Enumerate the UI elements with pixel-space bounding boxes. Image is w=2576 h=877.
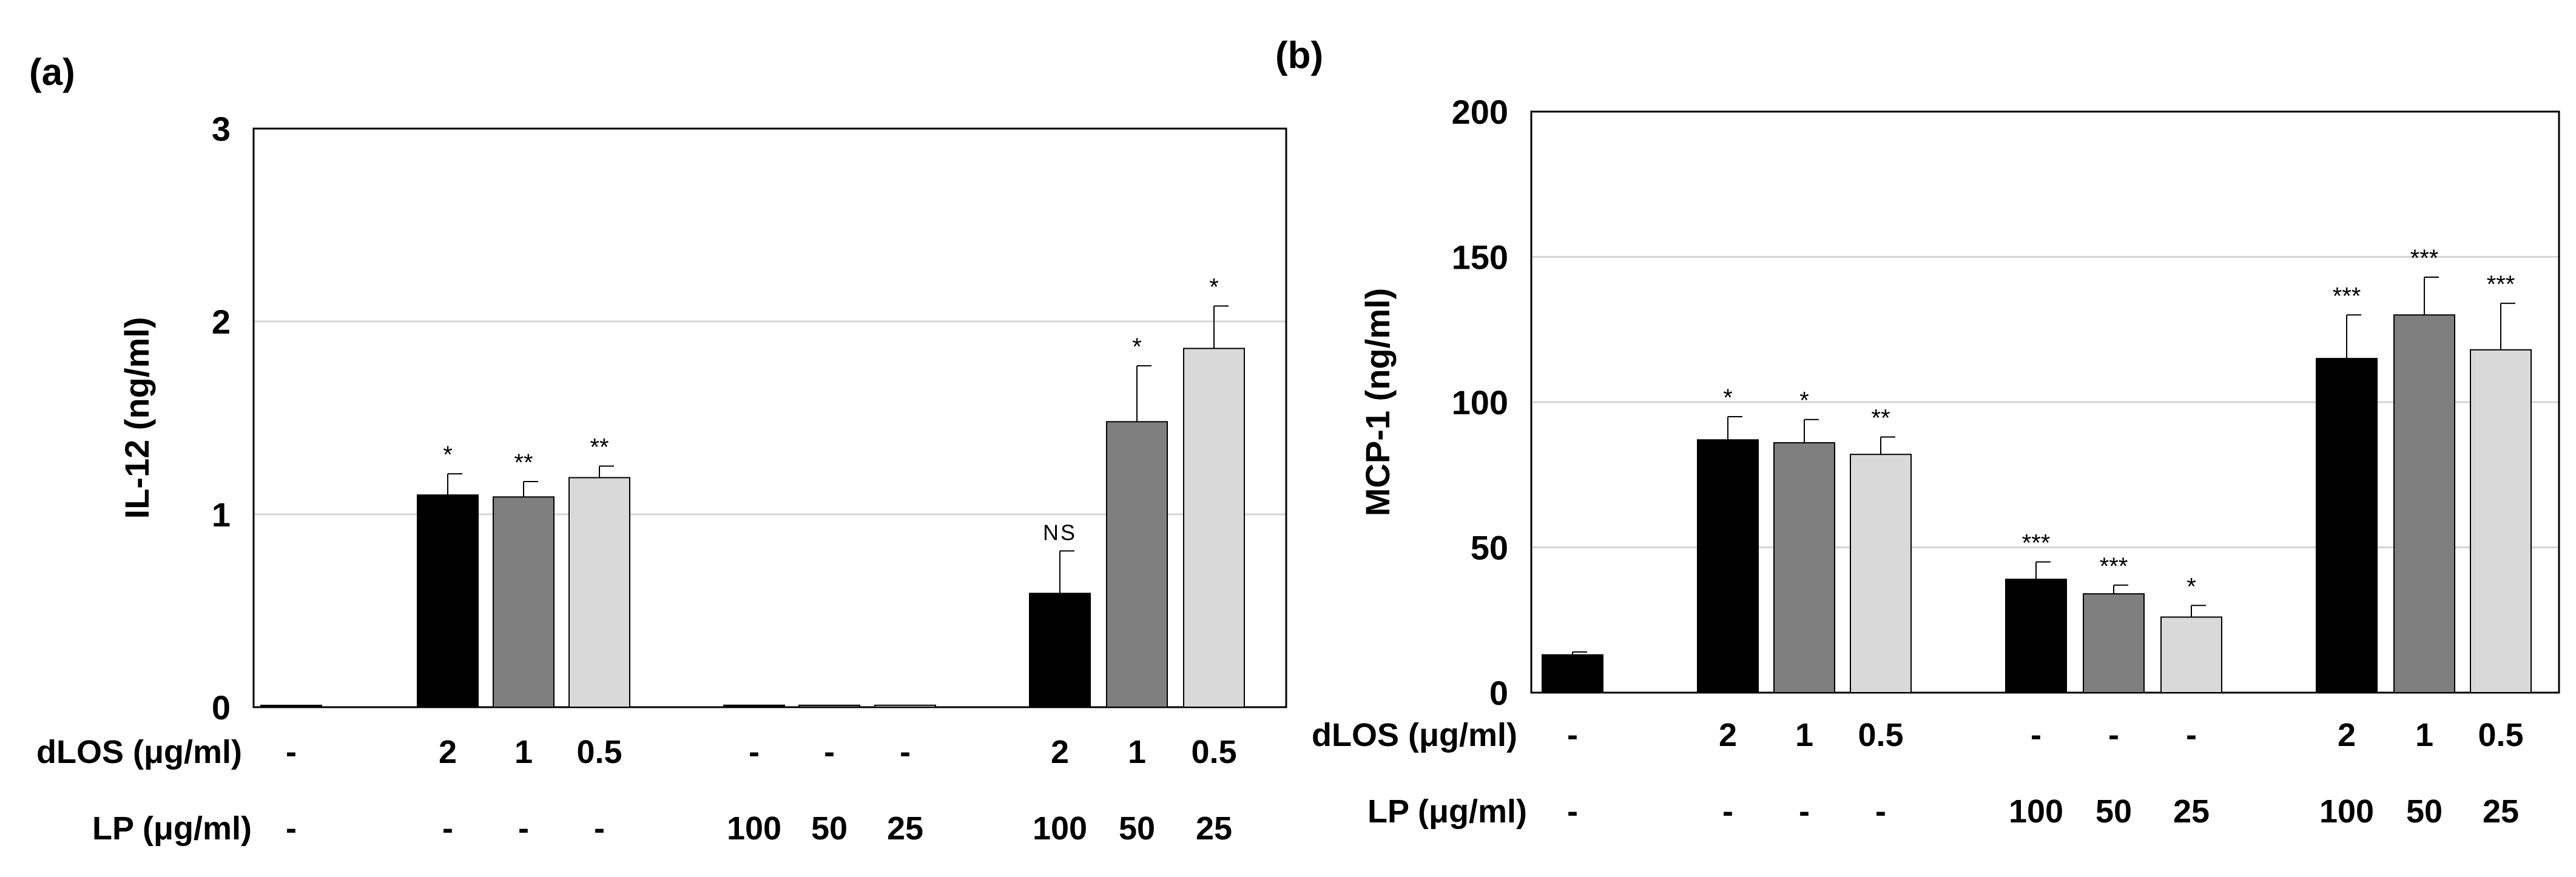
lp-value: 100 <box>1033 810 1087 847</box>
y-tick-label: 50 <box>1471 529 1508 567</box>
y-tick-label: 1 <box>212 496 231 534</box>
lp-value: 25 <box>2173 793 2210 830</box>
dlos-value: 2 <box>439 734 457 770</box>
lp-value: 100 <box>2009 793 2063 830</box>
significance-label: ** <box>514 449 533 476</box>
panel-label: (b) <box>1275 35 1323 76</box>
y-tick-label: 200 <box>1452 93 1508 131</box>
dlos-value: - <box>286 734 297 770</box>
bar <box>2316 358 2378 693</box>
lp-value: 50 <box>811 810 848 847</box>
lp-value: - <box>1799 793 1810 830</box>
bar <box>2005 579 2067 693</box>
row-label-dlos: dLOS (μg/ml) <box>1312 717 1517 753</box>
bar <box>1542 654 1603 693</box>
y-tick-label: 0 <box>212 688 231 727</box>
significance-label: *** <box>2487 271 2515 298</box>
dlos-value: - <box>2186 717 2197 753</box>
chart-panel-a: (a) 0 1 2 3 IL-12 (ng/ml) dLOS (μg/ml) LP (μg/m… <box>29 52 1287 847</box>
lp-value: - <box>1722 793 1733 830</box>
significance-label: * <box>1723 385 1733 411</box>
bar <box>2393 314 2455 693</box>
lp-value: 25 <box>887 810 923 847</box>
bar <box>723 704 785 708</box>
bar <box>568 477 630 708</box>
lp-value: 25 <box>1196 810 1232 847</box>
bar <box>2470 349 2532 693</box>
y-tick-label: 2 <box>212 303 231 341</box>
bar <box>2160 616 2222 694</box>
dlos-value: - <box>1567 717 1578 753</box>
significance-label: ** <box>590 434 609 461</box>
dlos-value: - <box>2031 717 2042 753</box>
bar <box>417 494 479 708</box>
y-tick-label: 150 <box>1452 238 1508 277</box>
dlos-value: 2 <box>1719 717 1737 753</box>
row-label-dlos: dLOS (μg/ml) <box>36 734 242 770</box>
y-tick-label: 100 <box>1452 383 1508 422</box>
lp-value: 50 <box>2096 793 2132 830</box>
dlos-value: 2 <box>2338 717 2356 753</box>
lp-value: - <box>1567 793 1578 830</box>
lp-value: - <box>518 810 529 847</box>
significance-label: * <box>1209 274 1219 301</box>
panel-label: (a) <box>29 52 75 93</box>
bar <box>798 704 860 708</box>
dlos-value: - <box>2108 717 2119 753</box>
bar <box>493 496 555 708</box>
lp-value: 100 <box>2319 793 2374 830</box>
dlos-value: 1 <box>1795 717 1813 753</box>
significance-label: * <box>1799 388 1809 414</box>
dlos-value: 0.5 <box>2478 717 2523 753</box>
lp-value: - <box>594 810 605 847</box>
row-label-lp: LP (μg/ml) <box>92 810 252 847</box>
bar <box>1850 454 1912 693</box>
row-label-lp: LP (μg/ml) <box>1367 793 1527 830</box>
lp-value: 50 <box>2406 793 2443 830</box>
lp-value: 25 <box>2483 793 2519 830</box>
bar <box>260 705 322 708</box>
dlos-value: - <box>749 734 760 770</box>
bar <box>874 704 936 708</box>
bar <box>2083 593 2145 694</box>
dlos-value: 0.5 <box>1858 717 1903 753</box>
bar <box>1183 348 1245 708</box>
dlos-value: 1 <box>1128 734 1146 770</box>
lp-value: - <box>286 810 297 847</box>
dlos-value: 0.5 <box>576 734 622 770</box>
significance-label: * <box>1132 334 1142 360</box>
significance-label: *** <box>2333 283 2361 309</box>
dlos-value: - <box>824 734 835 770</box>
dlos-value: 1 <box>2415 717 2433 753</box>
lp-value: 100 <box>727 810 781 847</box>
significance-label: * <box>2187 573 2196 600</box>
significance-label: ** <box>1871 405 1890 431</box>
dlos-value: 0.5 <box>1191 734 1236 770</box>
y-tick-label: 3 <box>212 110 231 148</box>
lp-value: 50 <box>1119 810 1155 847</box>
significance-label: * <box>443 442 453 468</box>
dlos-value: 1 <box>514 734 533 770</box>
significance-label: *** <box>2410 245 2439 272</box>
y-tick-label: 0 <box>1489 674 1508 712</box>
bar <box>1697 439 1759 694</box>
significance-label: *** <box>2100 553 2128 580</box>
significance-label: NS <box>1043 520 1077 545</box>
bar <box>1029 593 1091 708</box>
lp-value: - <box>442 810 453 847</box>
y-axis-label: MCP-1 (ng/ml) <box>1358 288 1397 516</box>
dlos-value: 2 <box>1051 734 1069 770</box>
y-axis-label: IL-12 (ng/ml) <box>118 317 156 519</box>
bar <box>1773 442 1835 693</box>
lp-value: - <box>1875 793 1886 830</box>
significance-label: *** <box>2022 529 2051 556</box>
dlos-value: - <box>900 734 911 770</box>
bar <box>1106 421 1168 708</box>
